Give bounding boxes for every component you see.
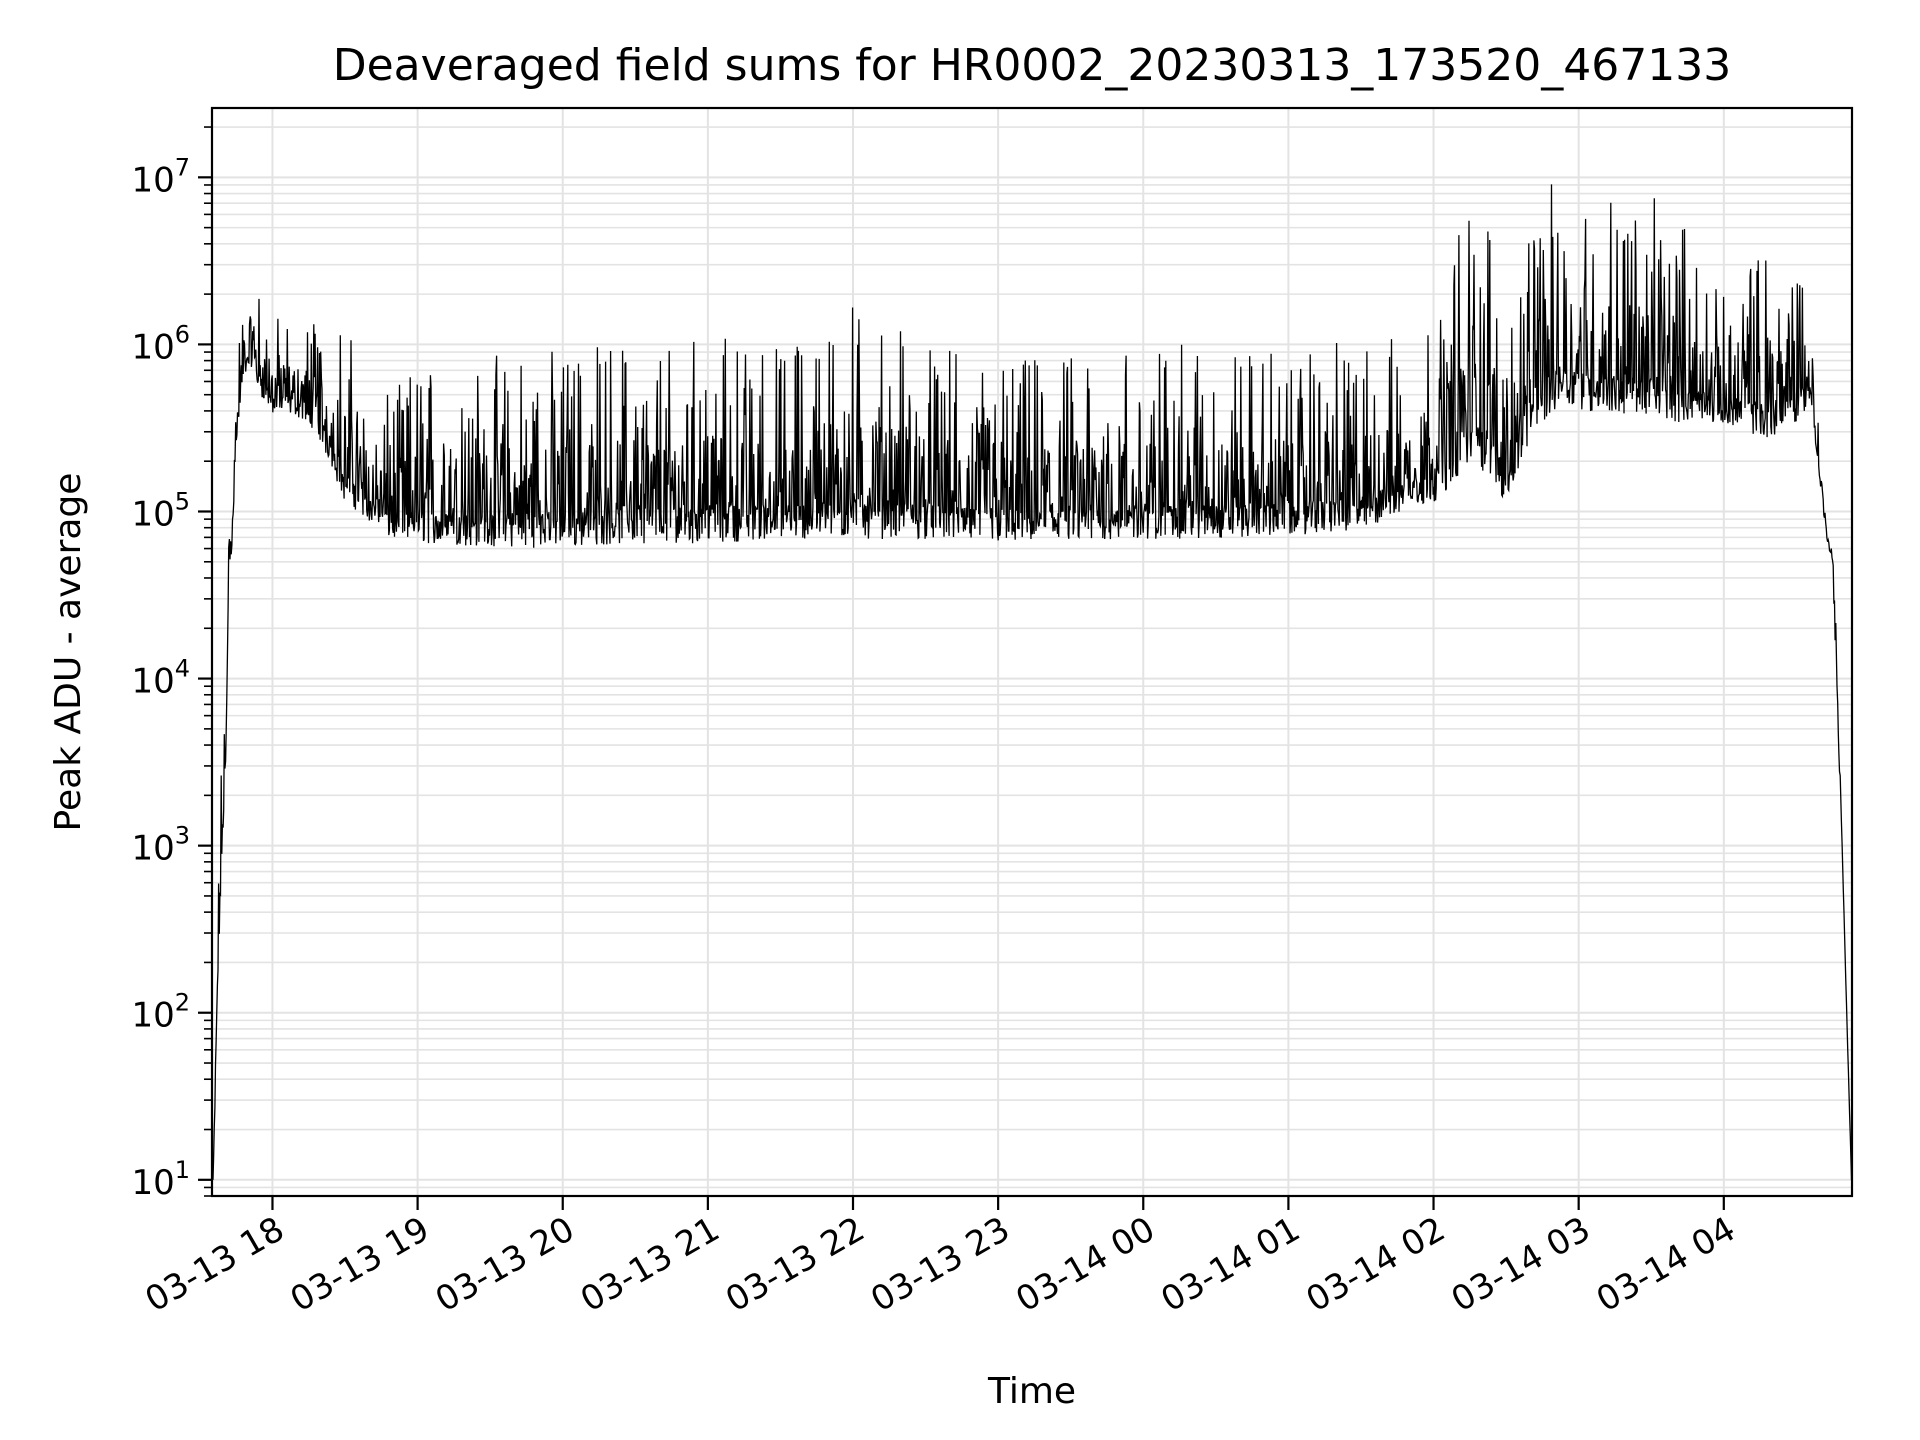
x-axis-label: Time	[987, 1371, 1076, 1412]
chart-title: Deaveraged field sums for HR0002_2023031…	[333, 40, 1732, 91]
y-tick-label: 102	[131, 989, 190, 1036]
y-axis: 101 102 103 104 105 106 107	[131, 126, 212, 1203]
y-axis-label: Peak ADU - average	[48, 473, 89, 832]
plot-frame	[210, 106, 1854, 1198]
y-tick-label: 107	[131, 153, 190, 200]
y-tick-label: 103	[131, 822, 190, 869]
y-tick-label: 105	[131, 487, 190, 534]
y-tick-label: 101	[131, 1156, 190, 1203]
series-line	[212, 184, 1852, 1180]
plot-area	[212, 184, 1852, 1180]
y-tick-label: 104	[131, 655, 190, 702]
y-tick-label: 106	[131, 320, 190, 367]
